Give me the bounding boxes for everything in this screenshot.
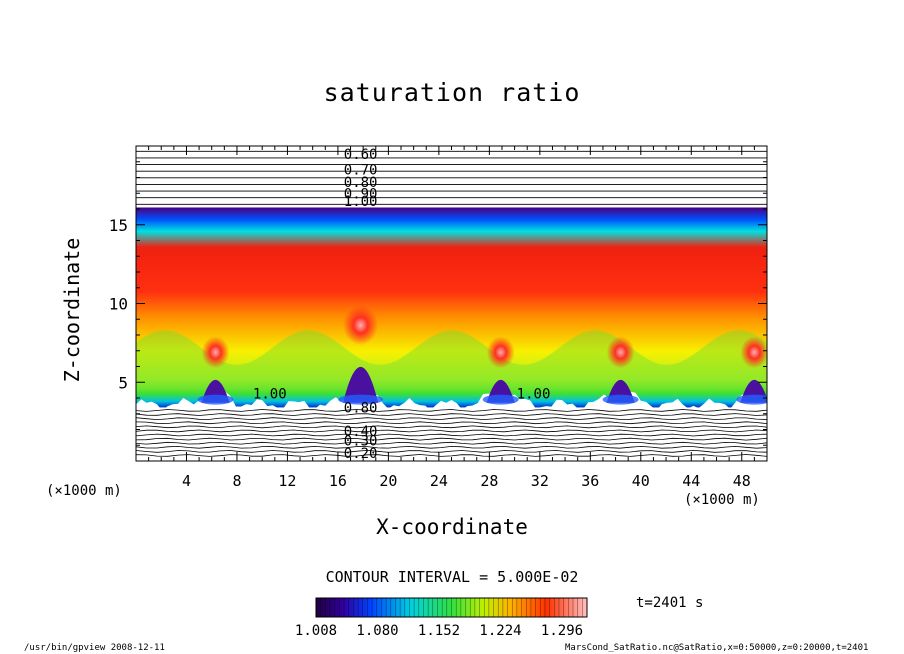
contour-labels: 0.600.700.800.901.000.800.400.300.201.00…: [253, 147, 550, 462]
plume-glow: [486, 336, 515, 369]
contour-label: 1.00: [253, 386, 287, 402]
colorbar-tick-label: 1.296: [541, 623, 583, 639]
x-tick-label: 32: [531, 472, 549, 490]
x-unit-label-left: (×1000 m): [46, 483, 122, 499]
colorbar-tick-label: 1.080: [356, 623, 398, 639]
plume-glow: [343, 305, 379, 346]
plume-core: [343, 366, 379, 403]
colorbar-tick-label: 1.008: [295, 623, 337, 639]
contour-label: 0.80: [344, 400, 378, 416]
plume-glow: [740, 336, 767, 369]
x-tick-label: 36: [581, 472, 599, 490]
x-unit-label-right: (×1000 m): [684, 492, 760, 508]
contour-label: 0.60: [344, 147, 378, 163]
plume-glow: [606, 336, 635, 369]
x-tick-label: 48: [733, 472, 751, 490]
contour-label: 0.90: [344, 186, 378, 202]
x-tick-label: 8: [232, 472, 241, 490]
footer-dataset: MarsCond_SatRatio.nc@SatRatio,x=0:50000,…: [565, 643, 869, 653]
contour-label: 0.30: [344, 434, 378, 450]
contour-label: 0.80: [344, 175, 378, 191]
x-tick-label: 40: [632, 472, 650, 490]
contour-interval-label: CONTOUR INTERVAL = 5.000E-02: [325, 568, 579, 586]
plot-area: [136, 146, 767, 461]
contour-line-lower: [136, 449, 767, 453]
colorbar: 1.008 1.080 1.152 1.224 1.296: [295, 597, 588, 639]
plume-base: [338, 394, 384, 405]
contour-label: 0.40: [344, 424, 378, 440]
contour-line-lower: [136, 454, 767, 457]
contour-line-lower: [136, 429, 767, 433]
contour-line-lower: [136, 409, 767, 412]
contour-label: 1.00: [344, 194, 378, 210]
x-axis-label: X-coordinate: [376, 515, 528, 539]
colorbar-tick-label: 1.224: [479, 623, 521, 639]
plume-glow: [201, 336, 230, 369]
contour-line-lower: [136, 421, 767, 425]
x-tick-label: 4: [182, 472, 191, 490]
saturation-field: [136, 207, 767, 408]
x-tick-label: 16: [329, 472, 347, 490]
footer-program: /usr/bin/gpview 2008-12-11: [24, 643, 165, 653]
colorbar-frame: [315, 597, 588, 618]
colorbar-tick-label: 1.152: [418, 623, 460, 639]
contour-line-lower: [136, 425, 767, 429]
y-tick-label: 15: [109, 216, 128, 235]
contour-line-lower: [136, 441, 767, 445]
x-axis: 4 8 12 16 20 24 28 32 36 40 44 48: [148, 146, 755, 490]
y-tick-label: 5: [118, 373, 128, 392]
contour-line-lower: [136, 417, 767, 421]
x-tick-label: 44: [682, 472, 700, 490]
chart-title: saturation ratio: [323, 78, 581, 107]
plume-base: [482, 394, 519, 405]
plume-base: [197, 394, 234, 405]
x-tick-label: 12: [278, 472, 296, 490]
contour-line-lower: [136, 413, 767, 416]
y-tick-label: 10: [109, 295, 128, 314]
contour-line-lower: [136, 437, 767, 441]
upper-subsaturated-region: [136, 146, 767, 208]
plume-base: [602, 394, 639, 405]
x-tick-label: 20: [379, 472, 397, 490]
plume-base: [736, 394, 767, 405]
y-axis: 5 10 15: [109, 161, 767, 446]
x-tick-label: 28: [480, 472, 498, 490]
time-label: t=2401 s: [636, 595, 704, 611]
contour-label: 0.70: [344, 163, 378, 179]
contour-label: 1.00: [517, 386, 551, 402]
contour-line-lower: [136, 433, 767, 437]
x-tick-label: 24: [430, 472, 448, 490]
contour-line-lower: [136, 445, 767, 449]
contour-label: 0.20: [344, 446, 378, 462]
